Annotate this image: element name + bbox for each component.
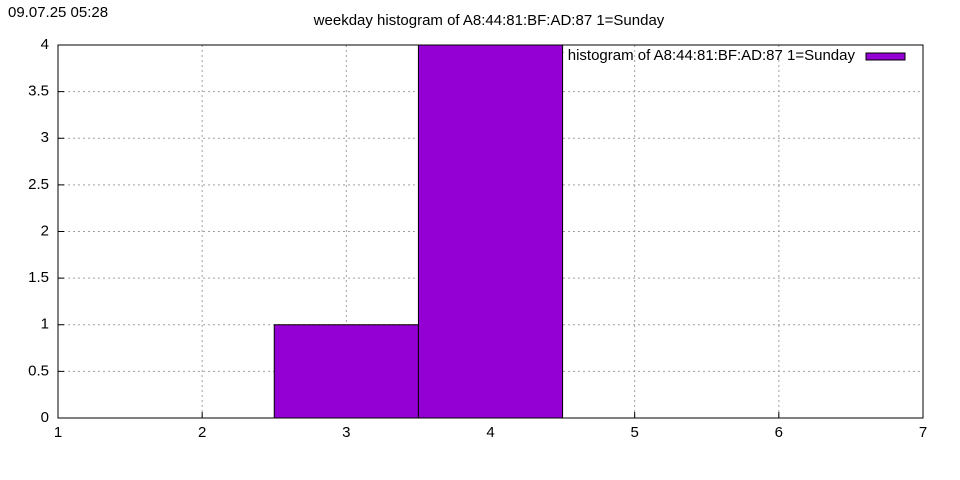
x-tick-label: 7 bbox=[919, 424, 927, 441]
y-tick-label: 2.5 bbox=[28, 176, 49, 193]
x-tick-label: 2 bbox=[198, 424, 206, 441]
bar bbox=[417, 44, 564, 419]
legend-label: weekday histogram of A8:44:81:BF:AD:87 1… bbox=[503, 47, 855, 64]
x-tick-label: 4 bbox=[486, 424, 494, 441]
bar bbox=[273, 324, 419, 419]
timestamp: 09.07.25 05:28 bbox=[8, 4, 108, 21]
y-tick-label: 3 bbox=[41, 129, 49, 146]
x-tick-label: 6 bbox=[775, 424, 783, 441]
y-tick-label: 1 bbox=[41, 316, 49, 333]
y-tick-label: 0 bbox=[41, 409, 49, 426]
legend-swatch bbox=[865, 52, 906, 61]
y-tick-label: 3.5 bbox=[28, 83, 49, 100]
plot-border bbox=[57, 44, 924, 419]
chart-title: weekday histogram of A8:44:81:BF:AD:87 1… bbox=[313, 12, 665, 29]
x-tick-label: 3 bbox=[342, 424, 350, 441]
y-tick-label: 4 bbox=[41, 36, 49, 53]
x-tick-label: 1 bbox=[54, 424, 62, 441]
y-tick-label: 2 bbox=[41, 222, 49, 239]
y-tick-label: 0.5 bbox=[28, 362, 49, 379]
y-tick-label: 1.5 bbox=[28, 269, 49, 286]
x-tick-label: 5 bbox=[630, 424, 638, 441]
